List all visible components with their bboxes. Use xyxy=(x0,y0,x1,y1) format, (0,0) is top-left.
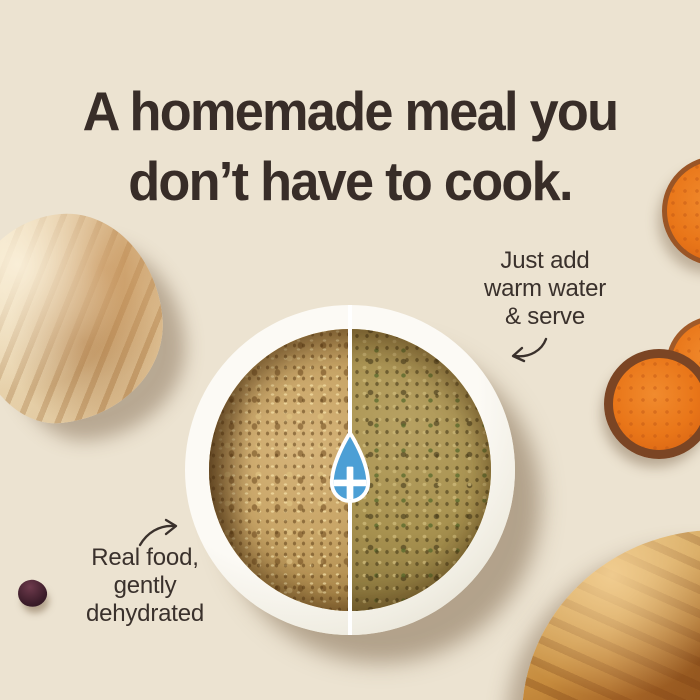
dry-food-half xyxy=(209,329,350,611)
dried-berry xyxy=(14,576,51,611)
water-drop-plus-icon xyxy=(329,431,371,503)
annotation-real-food: Real food, gently dehydrated xyxy=(85,544,205,627)
curved-arrow-down-left-icon xyxy=(511,337,548,363)
headline: A homemade meal you don’t have to cook. xyxy=(18,76,683,216)
food-bowl xyxy=(185,305,515,635)
roasted-chicken-photo xyxy=(522,530,700,700)
seared-fish-photo xyxy=(0,204,173,432)
headline-line-1: A homemade meal you xyxy=(82,80,619,142)
curved-arrow-up-right-icon xyxy=(138,518,178,547)
hydrated-food-half xyxy=(350,329,491,611)
headline-line-2: don’t have to cook. xyxy=(128,150,573,212)
annotation-warm-water: Just add warm water & serve xyxy=(483,247,607,330)
bowl-contents xyxy=(209,329,491,611)
sweet-potato-slice xyxy=(604,349,700,459)
sweet-potato-slice xyxy=(662,156,700,266)
